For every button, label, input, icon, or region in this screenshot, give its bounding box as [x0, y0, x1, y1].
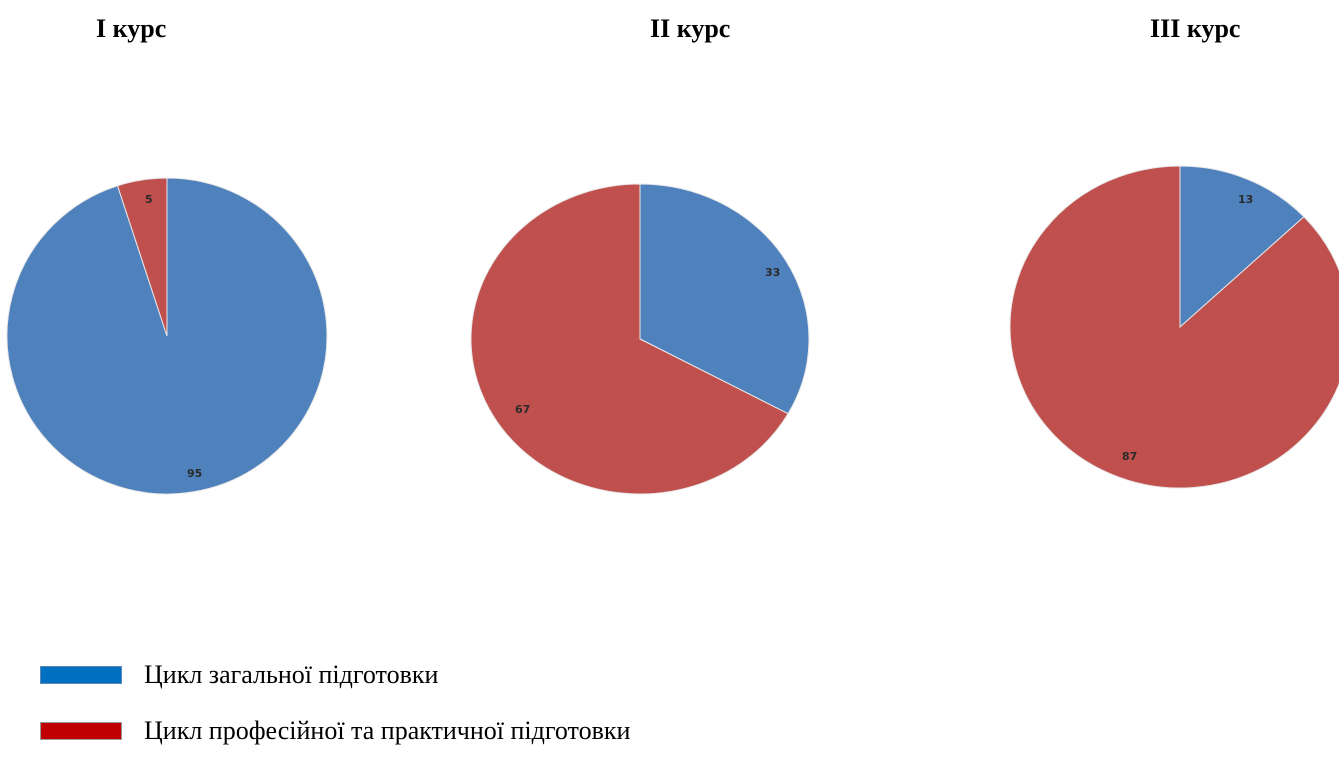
data-label-general: 95: [187, 467, 202, 480]
legend-label-professional: Цикл професійної та практичної підготовк…: [144, 716, 631, 745]
data-label-general: 33: [765, 266, 780, 279]
chart-title-course-1: І курс: [96, 14, 167, 43]
data-label-professional: 67: [515, 403, 530, 416]
chart-title-course-3: ІІІ курс: [1150, 14, 1241, 43]
legend-swatch-general: [40, 666, 122, 684]
pie-chart-course-2: 33 67: [470, 183, 810, 495]
data-label-professional: 5: [145, 193, 153, 206]
legend-swatch-professional: [40, 722, 122, 740]
legend-item-general: Цикл загальної підготовки: [40, 660, 630, 690]
pie-chart-course-3: 13 87: [1009, 165, 1339, 489]
pie-chart-course-1: 95 5: [6, 177, 328, 495]
chart-title-course-2: ІІ курс: [650, 14, 731, 43]
data-label-general: 13: [1238, 193, 1253, 206]
legend: Цикл загальної підготовки Цикл професійн…: [40, 660, 630, 765]
legend-item-professional: Цикл професійної та практичної підготовк…: [40, 716, 630, 746]
data-label-professional: 87: [1122, 450, 1137, 463]
pie-slice-professional: [116, 177, 168, 337]
pie-slice-professional: [470, 183, 789, 495]
pie-slice-professional: [1009, 165, 1339, 489]
legend-label-general: Цикл загальної підготовки: [144, 660, 439, 689]
pie-slice-general: [1179, 165, 1305, 329]
pie-slice-general: [639, 183, 810, 415]
